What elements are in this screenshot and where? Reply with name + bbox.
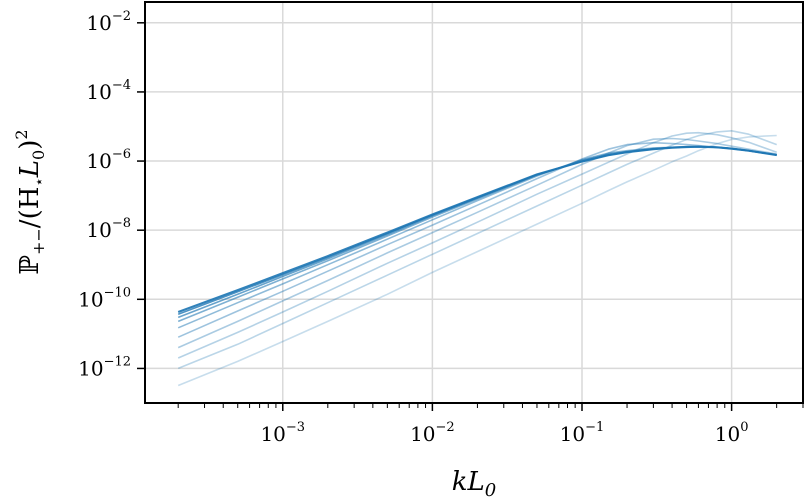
- y-tick-label: 10−12: [78, 354, 131, 380]
- y-tick-label: 10−10: [78, 285, 131, 311]
- series-line: [177, 145, 777, 319]
- y-tick-label: 10−6: [86, 147, 131, 173]
- x-tick-label: 10−1: [560, 420, 605, 446]
- y-axis-label: ℙ+−/(H⋆L0)2: [12, 129, 48, 274]
- x-axis-label: kL0: [452, 467, 496, 498]
- series-line: [177, 145, 777, 329]
- x-tick-label: 10−3: [260, 420, 305, 446]
- x-tick-label: 10−2: [410, 420, 455, 446]
- y-axis-ticks: 10−12 10−10 10−8 10−6 10−4 10−2: [78, 9, 145, 380]
- series-line: [177, 134, 777, 387]
- series-lines: [177, 130, 777, 387]
- y-tick-label: 10−2: [86, 9, 131, 35]
- x-tick-label: 100: [715, 420, 749, 446]
- series-line: [177, 130, 777, 370]
- series-line: [177, 137, 777, 349]
- series-line: [177, 131, 777, 359]
- grid-lines: [145, 2, 803, 403]
- series-line: [177, 145, 777, 314]
- plot-area-frame: [144, 1, 804, 404]
- y-tick-label: 10−8: [86, 216, 131, 242]
- x-axis-ticks: 10−3 10−2 10−1 100: [177, 403, 804, 446]
- y-tick-label: 10−4: [86, 78, 131, 104]
